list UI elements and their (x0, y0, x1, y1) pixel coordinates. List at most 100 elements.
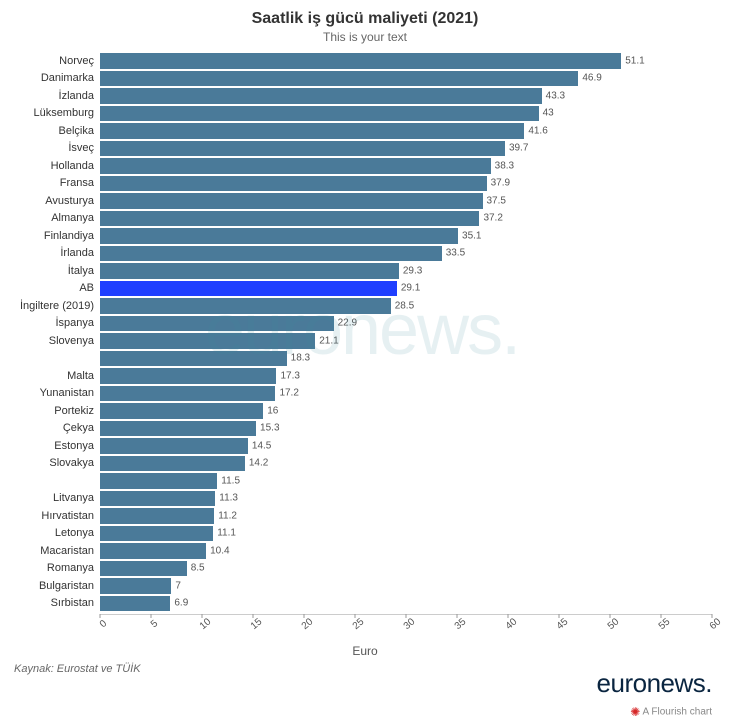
tick-label: 10 (198, 616, 214, 632)
bar (100, 543, 206, 559)
bar-row: Letonya 11.1 (12, 525, 712, 543)
bar-track: 6.9 (100, 595, 712, 613)
bar-value-label: 17.3 (276, 370, 299, 381)
bar-track: 35.1 (100, 227, 712, 245)
bar (100, 491, 215, 507)
tick-mark (304, 614, 305, 618)
bar-category-label: İzlanda (12, 90, 100, 102)
bar-row: 18.3 (12, 350, 712, 368)
bar-row: Slovenya21.1 (12, 332, 712, 350)
bar-value-label: 16 (263, 405, 278, 416)
bar-track: 11.1 (100, 525, 712, 543)
bar-category-label: Bulgaristan (12, 580, 100, 592)
bar-row: Avusturya37.5 (12, 192, 712, 210)
bar (100, 403, 263, 419)
bar-track: 46.9 (100, 70, 712, 88)
tick-mark (457, 614, 458, 618)
x-axis-label: Euro (352, 644, 377, 658)
bar-value-label: 22.9 (334, 318, 357, 329)
bar-category-label: Letonya (12, 527, 100, 539)
bar-row: AB29.1 (12, 280, 712, 298)
bar-category-label: Hırvatistan (12, 510, 100, 522)
bar (100, 386, 275, 402)
tick-label: 50 (606, 616, 622, 632)
bar (100, 193, 483, 209)
bar (100, 263, 399, 279)
bar (100, 438, 248, 454)
bar-row: Sırbistan6.9 (12, 595, 712, 613)
bar (100, 228, 458, 244)
bar (100, 473, 217, 489)
bar (100, 351, 287, 367)
bar-row: Malta 17.3 (12, 367, 712, 385)
euronews-logo: euronews. (597, 668, 712, 699)
bar-track: 38.3 (100, 157, 712, 175)
tick-mark (151, 614, 152, 618)
flourish-icon: ✺ (630, 705, 640, 719)
bar-row: Estonya 14.5 (12, 437, 712, 455)
bar-category-label: Çekya (12, 422, 100, 434)
bar-track: 17.3 (100, 367, 712, 385)
bar-track: 29.1 (100, 280, 712, 298)
bar-row: 11.5 (12, 472, 712, 490)
bar-value-label: 37.5 (483, 195, 506, 206)
bar-category-label: Malta (12, 370, 100, 382)
tick-label: 0 (98, 618, 109, 630)
bar-category-label: Norveç (12, 55, 100, 67)
bar-value-label: 10.4 (206, 545, 229, 556)
bar-row: Slovakya14.2 (12, 455, 712, 473)
bar-value-label: 11.1 (213, 528, 236, 539)
chart-area: Norveç51.1Danimarka46.9İzlanda43.3Lüksem… (12, 52, 712, 632)
bar (100, 158, 491, 174)
tick-label: 30 (402, 616, 418, 632)
bar-row: Yunanistan17.2 (12, 385, 712, 403)
bar (100, 526, 213, 542)
bar-value-label: 29.1 (397, 283, 420, 294)
bar-category-label: Hollanda (12, 160, 100, 172)
bar-value-label: 29.3 (399, 265, 422, 276)
bar-row: İzlanda 43.3 (12, 87, 712, 105)
bar-value-label: 14.5 (248, 440, 271, 451)
bar (100, 561, 187, 577)
bar-track: 37.5 (100, 192, 712, 210)
tick-label: 55 (657, 616, 673, 632)
tick-mark (559, 614, 560, 618)
bar-category-label: İtalya (12, 265, 100, 277)
bar-track: 15.3 (100, 420, 712, 438)
bar (100, 316, 334, 332)
bar-category-label: Almanya (12, 212, 100, 224)
tick-label: 40 (504, 616, 520, 632)
bar-track: 17.2 (100, 385, 712, 403)
bar (100, 123, 524, 139)
bar (100, 421, 256, 437)
tick-mark (355, 614, 356, 618)
tick-mark (406, 614, 407, 618)
bar-row: Bulgaristan7 (12, 577, 712, 595)
bar-category-label: Yunanistan (12, 387, 100, 399)
bar-row: Norveç51.1 (12, 52, 712, 70)
bar-track: 43.3 (100, 87, 712, 105)
flourish-credit: ✺ A Flourish chart (630, 705, 712, 719)
tick-label: 45 (555, 616, 571, 632)
bar-track: 39.7 (100, 140, 712, 158)
bar-value-label: 43.3 (542, 90, 565, 101)
bar-value-label: 43 (539, 108, 554, 119)
bar-row: Çekya15.3 (12, 420, 712, 438)
bar (100, 53, 621, 69)
bar-track: 14.2 (100, 455, 712, 473)
bar-row: Hollanda38.3 (12, 157, 712, 175)
bar-category-label: İngiltere (2019) (12, 300, 100, 312)
bar (100, 176, 487, 192)
bar-category-label: İsveç (12, 142, 100, 154)
tick-label: 60 (708, 616, 724, 632)
tick-mark (661, 614, 662, 618)
bar-category-label: Belçika (12, 125, 100, 137)
bar (100, 333, 315, 349)
bar-track: 10.4 (100, 542, 712, 560)
bar-row: İspanya22.9 (12, 315, 712, 333)
bar-value-label: 6.9 (170, 598, 188, 609)
bar-category-label: Slovakya (12, 457, 100, 469)
bar-value-label: 11.2 (214, 510, 237, 521)
bar-category-label: Estonya (12, 440, 100, 452)
bar-value-label: 41.6 (524, 125, 547, 136)
